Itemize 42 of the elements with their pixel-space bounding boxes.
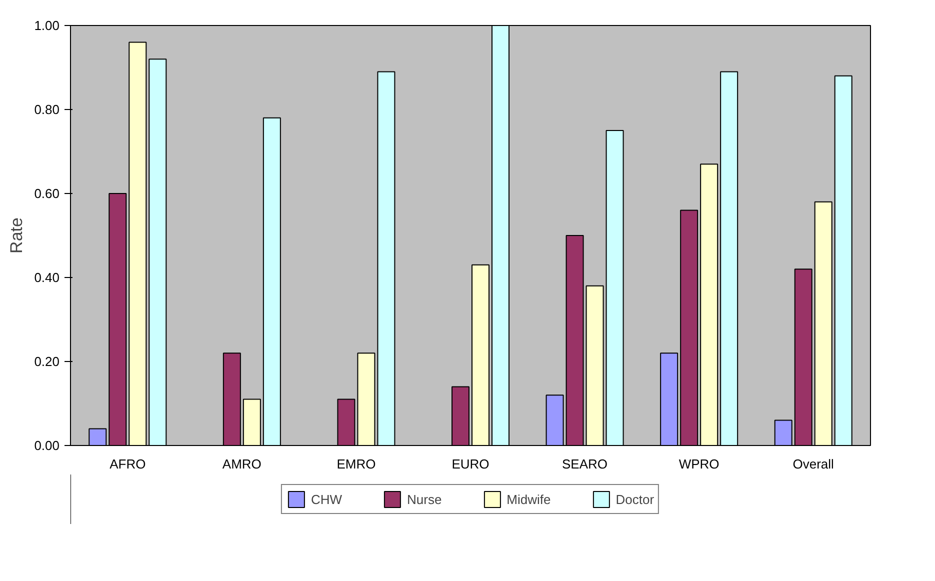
bar [88,428,107,446]
bar [774,420,792,446]
bar [242,398,261,446]
legend-label: Nurse [406,492,442,506]
bar [337,398,356,446]
y-tick-label: 0.80 [34,102,60,117]
bar [108,193,127,446]
y-tick-label: 1.00 [34,18,60,33]
bar [222,352,241,446]
bar [720,71,738,446]
legend-label: Doctor [616,492,654,506]
y-tick-label: 0.20 [34,354,60,369]
x-tick-label: Overall [792,456,834,472]
y-tick-label: 0.60 [34,186,60,201]
y-axis-title: Rate [7,218,26,254]
bar [660,352,678,446]
bar [377,71,396,446]
bar [472,264,490,446]
bar [700,164,718,446]
legend-label: Midwife [506,492,551,506]
x-tick-label: EMRO [336,456,376,472]
bar [546,394,564,446]
bar [814,201,832,446]
bar [262,117,281,446]
bar [794,268,812,446]
bar [128,42,147,446]
x-tick-label: AFRO [110,456,146,472]
y-tick-label: 0.00 [34,438,60,453]
y-tick-label: 0.40 [34,270,60,285]
bar [680,210,698,446]
bar [586,285,604,446]
x-tick-label: EURO [452,456,490,472]
x-tick-label: SEARO [562,456,608,472]
bar [566,235,584,446]
bar [452,386,470,446]
legend-label: CHW [310,492,342,506]
bar [606,130,624,446]
bar [148,58,167,446]
x-tick-label: WPRO [678,456,720,472]
x-tick-label: AMRO [222,456,262,472]
bar [834,75,852,446]
bar [357,352,376,446]
